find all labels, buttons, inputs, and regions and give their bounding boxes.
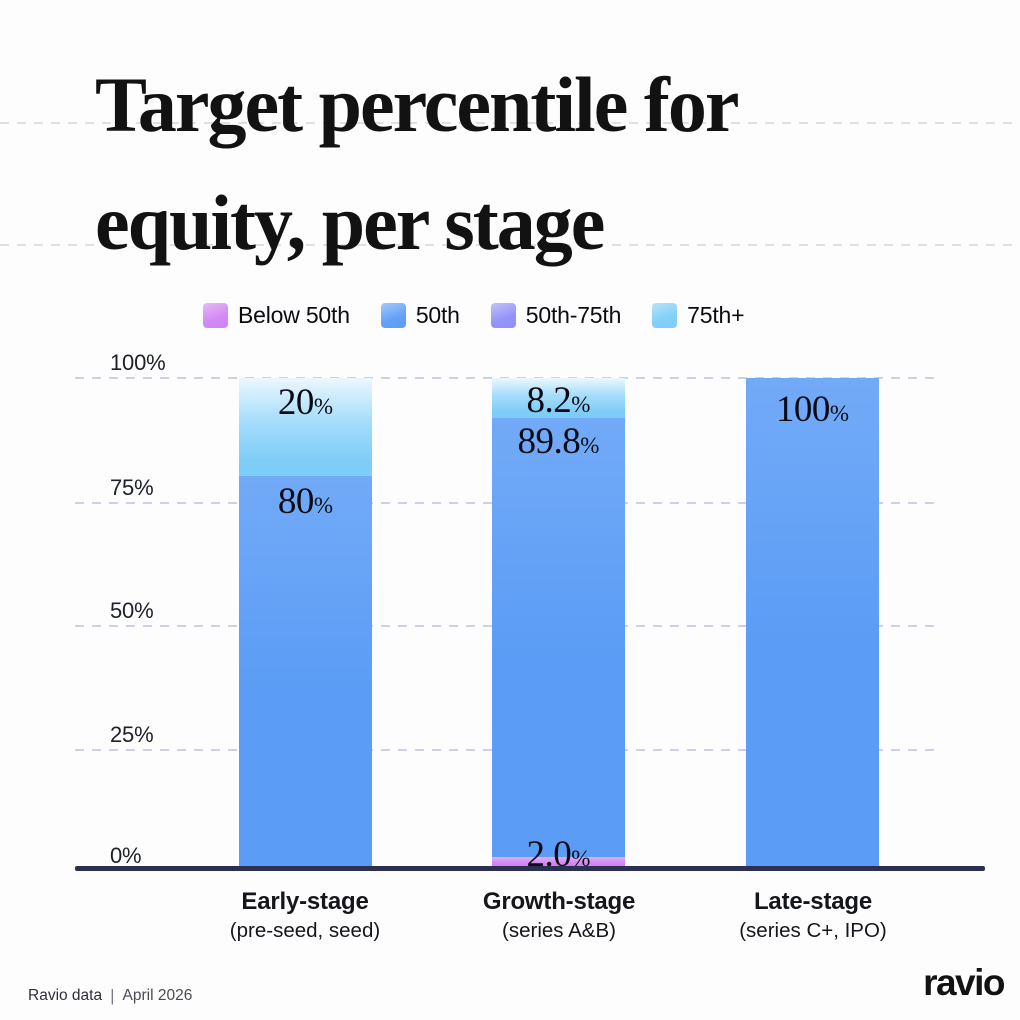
value-number: 80 xyxy=(277,481,315,522)
legend-item-50th: 50th xyxy=(380,302,460,329)
value-number: 100 xyxy=(775,389,831,430)
value-label-growth-50th: 89.8% xyxy=(492,420,625,463)
legend-item-below-50th: Below 50th xyxy=(203,302,350,329)
category-sublabel: (series A&B) xyxy=(502,919,616,942)
value-label-growth-75th-plus: 8.2% xyxy=(492,379,625,422)
bar-segment-75th-plus xyxy=(492,378,625,418)
value-number: 8.2 xyxy=(526,380,572,421)
legend-swatch-below-50th xyxy=(203,303,228,328)
y-tick-0: 0% xyxy=(110,843,142,868)
bar-segment-50th xyxy=(239,476,372,867)
value-label-late-50th: 100% xyxy=(746,388,879,431)
category-growth-stage: Growth-stage (series A&B) xyxy=(419,888,699,943)
category-sublabel: (pre-seed, seed) xyxy=(229,919,381,942)
category-late-stage: Late-stage (series C+, IPO) xyxy=(673,888,953,943)
background-dashed-rule xyxy=(0,244,1020,246)
page-title: Target percentile for equity, per stage xyxy=(95,46,739,282)
legend-item-50th-75th: 50th-75th xyxy=(490,302,622,329)
legend-label: Below 50th xyxy=(238,302,350,328)
title-line-2: equity, per stage xyxy=(95,179,605,266)
category-sublabel: (series C+, IPO) xyxy=(739,919,887,942)
bar-late-stage xyxy=(746,378,879,867)
legend-swatch-50th xyxy=(380,303,406,328)
x-axis-line xyxy=(75,866,985,871)
y-tick-100: 100% xyxy=(110,350,166,375)
value-unit: % xyxy=(313,394,334,419)
legend-label: 50th xyxy=(415,302,460,328)
legend-swatch-75th-plus xyxy=(652,303,678,328)
value-unit: % xyxy=(313,493,334,518)
value-label-early-50th: 80% xyxy=(239,480,372,523)
background-dashed-rule xyxy=(0,122,1020,124)
bar-segment-75th-plus xyxy=(239,378,372,476)
bar-growth-stage xyxy=(492,378,625,867)
value-label-early-75th-plus: 20% xyxy=(239,381,372,424)
bar-early-stage xyxy=(239,378,372,867)
chart-legend: Below 50th 50th 50th-75th 75th+ xyxy=(203,302,745,329)
source-date: April 2026 xyxy=(122,987,193,1004)
y-tick-75: 75% xyxy=(110,475,154,500)
ravio-logo: ravio xyxy=(923,962,1005,1003)
category-label: Late-stage xyxy=(753,888,873,915)
value-number: 89.8 xyxy=(517,421,581,462)
value-unit: % xyxy=(571,846,591,871)
legend-swatch-50th-75th xyxy=(490,303,516,328)
category-label: Early-stage xyxy=(241,888,369,915)
y-tick-25: 25% xyxy=(110,722,154,747)
bar-segment-50th xyxy=(492,418,625,857)
value-unit: % xyxy=(571,392,591,417)
data-source-note: Ravio data | April 2026 xyxy=(28,986,192,1006)
title-line-1: Target percentile for xyxy=(95,61,739,148)
bar-segment-below-50th xyxy=(492,857,625,867)
value-number: 20 xyxy=(277,382,315,423)
value-unit: % xyxy=(580,433,600,458)
category-early-stage: Early-stage (pre-seed, seed) xyxy=(165,888,445,943)
source-name: Ravio data xyxy=(28,987,103,1004)
legend-item-75th-plus: 75th+ xyxy=(652,302,745,329)
bar-segment-50th xyxy=(746,378,879,867)
source-separator: | xyxy=(110,986,115,1005)
legend-label: 50th-75th xyxy=(525,302,622,328)
category-label: Growth-stage xyxy=(482,888,636,915)
y-tick-50: 50% xyxy=(110,598,154,623)
value-unit: % xyxy=(829,401,850,426)
legend-label: 75th+ xyxy=(687,302,745,328)
